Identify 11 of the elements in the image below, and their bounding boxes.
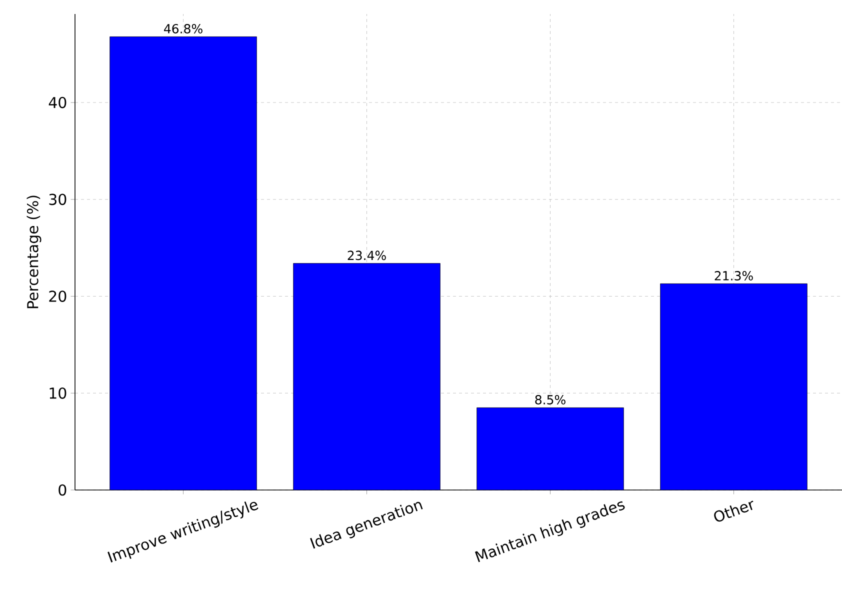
data-label: 46.8%	[164, 24, 202, 34]
data-label: 21.3%	[714, 271, 753, 280]
y-tick-label: 30	[49, 194, 66, 206]
y-tick-label: 10	[50, 387, 66, 399]
data-label: 8.5%	[535, 395, 566, 404]
y-tick-label: 20	[49, 290, 66, 302]
y-tick-label: 0	[58, 484, 66, 496]
y-axis-title: Percentage (%)	[26, 196, 42, 308]
data-label: 23.4%	[348, 250, 386, 260]
x-tick-label: Other	[714, 500, 754, 522]
y-tick-label: 40	[48, 96, 66, 108]
